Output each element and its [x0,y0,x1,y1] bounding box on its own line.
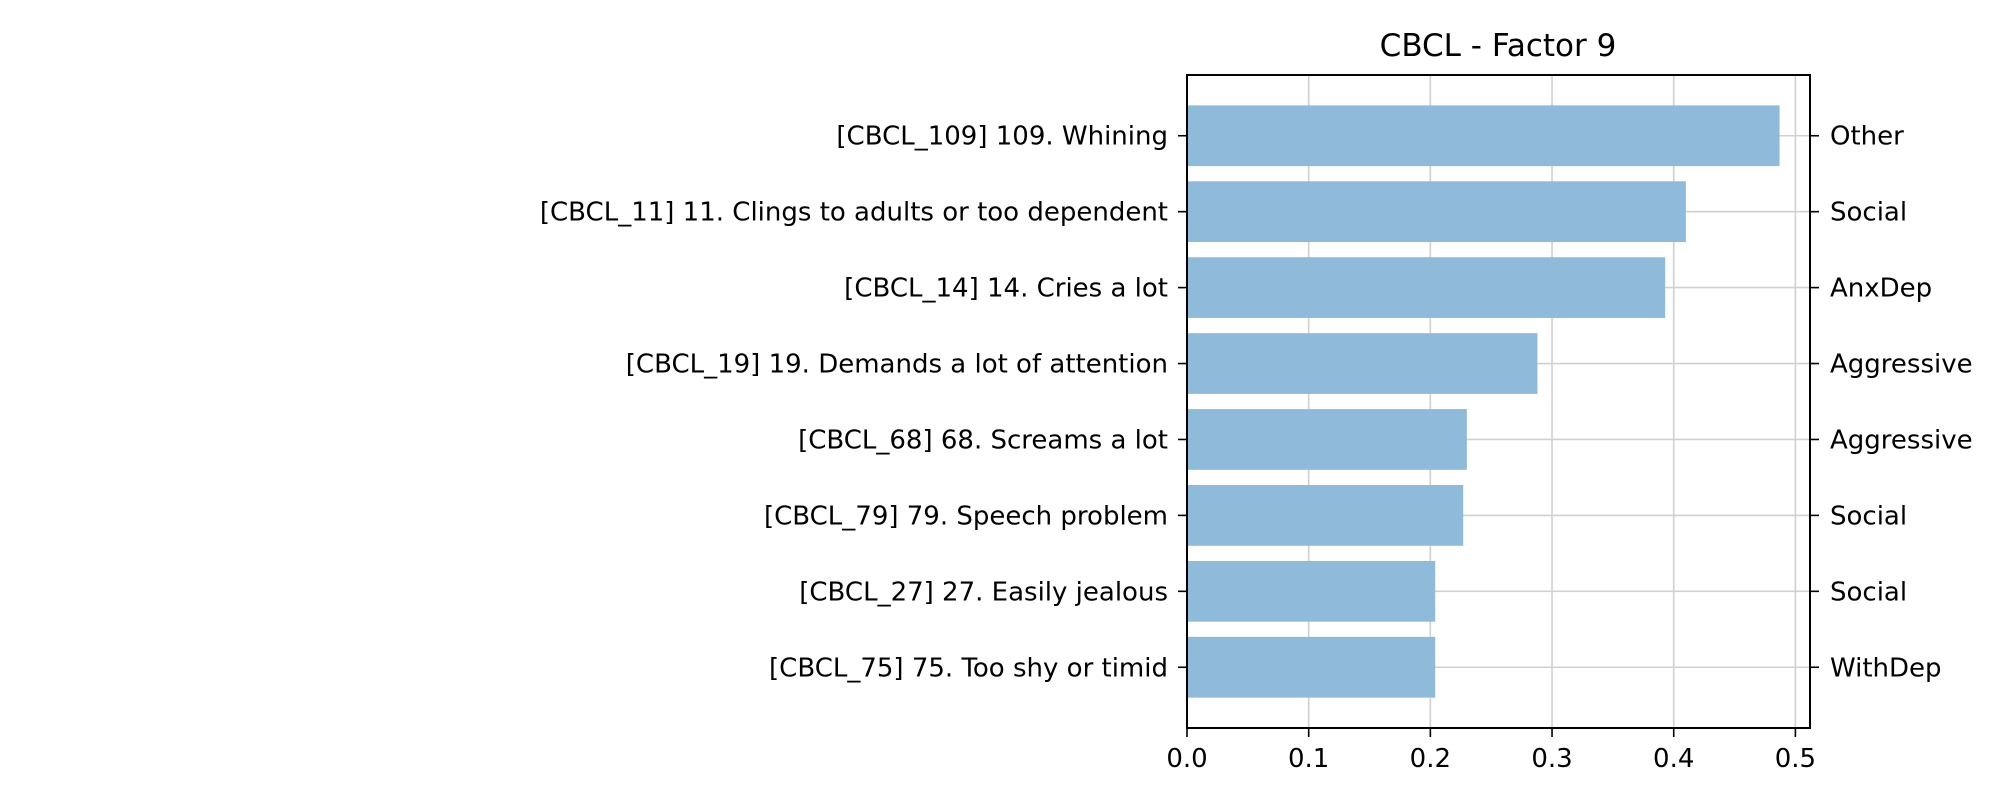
category-label: [CBCL_68] 68. Screams a lot [798,425,1168,455]
category-label: [CBCL_79] 79. Speech problem [764,501,1168,531]
x-tick-label: 0.2 [1410,744,1451,774]
category-label: [CBCL_14] 14. Cries a lot [844,274,1168,304]
category-label: [CBCL_19] 19. Demands a lot of attention [626,350,1168,380]
bar [1187,181,1686,243]
right-label: Social [1830,577,1907,607]
right-label: Social [1830,198,1907,228]
category-label: [CBCL_109] 109. Whining [836,122,1168,152]
bar [1187,333,1538,394]
bar [1187,560,1436,622]
right-label: Other [1830,122,1904,152]
bar [1187,409,1467,470]
right-label: Aggressive [1830,425,1973,455]
bar [1187,636,1436,698]
bars [1187,105,1780,698]
gridlines [1186,75,1810,728]
plot-frame [1186,74,1811,729]
bar [1187,105,1780,167]
bar [1187,257,1666,318]
category-label: [CBCL_11] 11. Clings to adults or too de… [540,198,1168,228]
chart-title: CBCL - Factor 9 [1380,28,1617,64]
x-tick-label: 0.4 [1653,744,1694,774]
right-label: AnxDep [1830,274,1932,304]
category-label: [CBCL_27] 27. Easily jealous [799,577,1168,607]
category-label: [CBCL_75] 75. Too shy or timid [769,653,1168,683]
x-tick-label: 0.5 [1775,744,1816,774]
right-label: WithDep [1830,653,1942,683]
x-tick-label: 0.0 [1166,744,1207,774]
labels: 0.0 0.1 0.2 0.3 0.4 0.5 [CBCL_109] 109. Whinin… [540,122,1973,774]
right-label: Social [1830,501,1907,531]
right-label: Aggressive [1830,350,1973,380]
x-tick-label: 0.1 [1288,744,1329,774]
bar [1187,485,1464,546]
x-tick-label: 0.3 [1531,744,1572,774]
ticks [1178,134,1819,737]
